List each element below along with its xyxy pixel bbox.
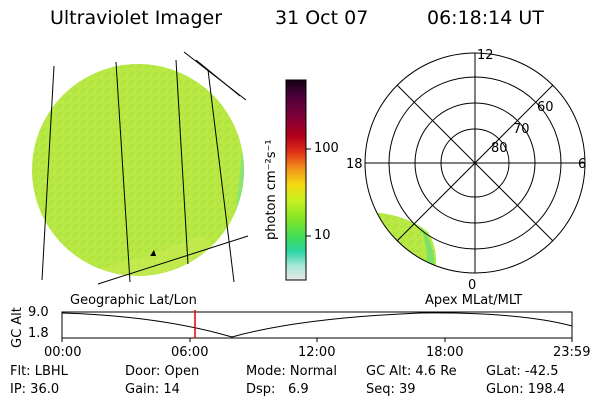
polar-grid — [364, 52, 586, 274]
altitude-curve — [61, 312, 573, 338]
altitude-xtick-2359: 23:59 — [553, 345, 591, 360]
mlt-label-0: 0 — [468, 278, 476, 293]
mlt-label-12: 12 — [477, 48, 494, 63]
mlat-label-80: 80 — [491, 141, 508, 156]
geo-grid-lines — [41, 51, 249, 285]
filter-status: Flt: LBHL — [10, 364, 68, 379]
mlat-label-60: 60 — [537, 100, 554, 115]
altitude-xtick-0000: 00:00 — [44, 345, 82, 360]
earth-disk — [32, 64, 244, 276]
polar-plot: 12 18 6 0 60 70 80 — [346, 48, 586, 293]
seq-status: Seq: 39 — [366, 382, 416, 397]
altitude-ytick-min: 1.8 — [28, 326, 49, 341]
gain-status: Gain: 14 — [125, 382, 180, 397]
subsatellite-marker — [150, 250, 156, 256]
altitude-ylabel: GC Alt — [10, 307, 25, 348]
geographic-image — [32, 51, 249, 285]
altitude-xtick-1200: 12:00 — [298, 345, 336, 360]
gc-alt-status: GC Alt: 4.6 Re — [366, 364, 457, 379]
polar-emission-region — [365, 211, 437, 273]
altitude-xtick-1800: 18:00 — [426, 345, 464, 360]
colorbar-tick-100: 100 — [314, 141, 339, 156]
colorbar-tick-10: 10 — [314, 228, 331, 243]
mode-status: Mode: Normal — [246, 364, 337, 379]
colorbar — [285, 79, 311, 281]
altitude-xtick-0600: 06:00 — [171, 345, 209, 360]
altitude-plot — [61, 310, 573, 342]
colorbar-scale — [285, 79, 307, 281]
right-panel-caption: Apex MLat/MLT — [425, 293, 523, 308]
instrument-title: Ultraviolet Imager — [50, 7, 223, 29]
altitude-ytick-max: 9.0 — [28, 305, 49, 320]
colorbar-unit-label: photon cm⁻²s⁻¹ — [264, 139, 279, 240]
ip-status: IP: 36.0 — [10, 382, 60, 397]
dsp-label: Dsp: — [246, 382, 276, 397]
mlat-label-70: 70 — [513, 122, 530, 137]
date-label: 31 Oct 07 — [275, 7, 369, 29]
time-label: 06:18:14 UT — [427, 7, 544, 29]
glat-status: GLat: -42.5 — [486, 364, 559, 379]
mlt-label-6: 6 — [578, 157, 586, 172]
dsp-value: 6.9 — [288, 382, 309, 397]
mlt-label-18: 18 — [346, 157, 363, 172]
glon-status: GLon: 198.4 — [486, 382, 566, 397]
door-status: Door: Open — [125, 364, 200, 379]
left-panel-caption: Geographic Lat/Lon — [70, 293, 197, 308]
altitude-frame — [61, 311, 573, 339]
